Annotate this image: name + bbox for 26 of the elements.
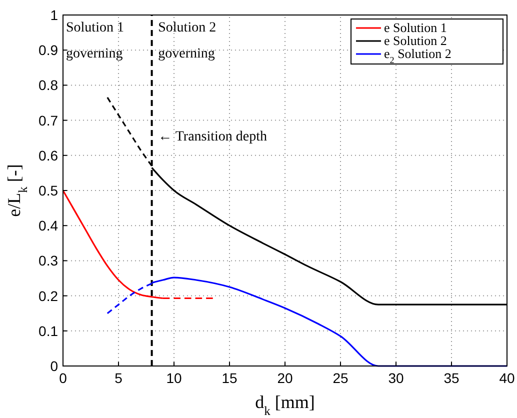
x-tick-label: 5: [114, 370, 123, 386]
legend-label: e$_{2}$ Solution 2: [384, 46, 452, 65]
legend-label: e Solution 2: [384, 33, 447, 48]
x-tick-label: 40: [499, 370, 515, 386]
y-tick-label: 0: [50, 358, 58, 374]
annotation: Solution 2 governing: [158, 20, 216, 62]
y-tick-label: 0.9: [38, 42, 58, 58]
x-tick-label: 35: [444, 370, 460, 386]
y-tick-label: 0.7: [38, 112, 58, 128]
x-tick-label: 20: [277, 370, 293, 386]
legend-label: e Solution 1: [384, 20, 447, 35]
annotation: Solution 1 governing: [66, 20, 124, 62]
x-tick-label: 25: [332, 370, 348, 386]
annotation: ← Transition depth: [158, 129, 268, 144]
x-axis-title: d$_{k}$ [mm]: [255, 392, 315, 418]
y-tick-label: 0.5: [38, 182, 58, 198]
y-tick-label: 0.2: [38, 288, 58, 304]
y-tick-label: 0.1: [38, 322, 58, 339]
y-tick-label: 0.6: [38, 147, 58, 164]
y-tick-label: 0.4: [38, 218, 58, 234]
x-tick-label: 10: [166, 370, 182, 386]
x-tick-label: 30: [388, 370, 404, 386]
x-tick-label: 15: [222, 370, 238, 386]
y-tick-label: 0.3: [38, 252, 58, 269]
y-tick-label: 1: [50, 7, 58, 23]
y-tick-label: 0.8: [38, 77, 58, 94]
